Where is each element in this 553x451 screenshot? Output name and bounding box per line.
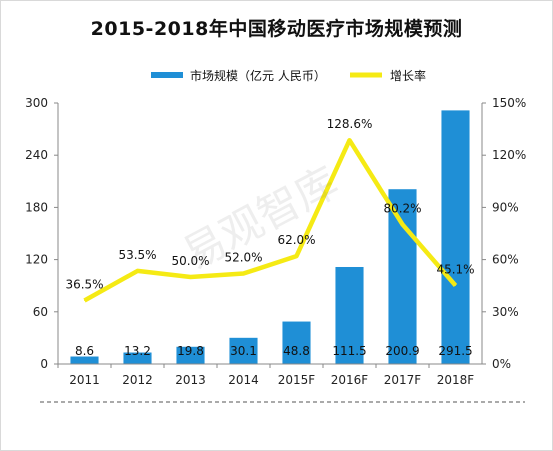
growth-value-label: 45.1% xyxy=(436,263,474,277)
growth-value-label: 53.5% xyxy=(118,248,156,262)
growth-value-label: 36.5% xyxy=(65,277,103,291)
bar-value-label: 48.8 xyxy=(283,344,310,358)
growth-value-label: 62.0% xyxy=(277,233,315,247)
growth-point xyxy=(84,299,85,301)
bar-value-label: 19.8 xyxy=(177,344,204,358)
y-left-tick-label: 240 xyxy=(25,148,48,162)
legend-swatch-market-size xyxy=(151,72,183,78)
y-right-tick-label: 90% xyxy=(492,200,519,214)
y-right-tick-label: 60% xyxy=(492,253,519,267)
bar xyxy=(441,110,470,365)
y-right-tick-label: 0% xyxy=(492,357,511,371)
growth-point xyxy=(243,273,244,275)
y-left-tick-label: 0 xyxy=(40,357,48,371)
growth-point xyxy=(137,270,138,272)
x-tick-label: 2013 xyxy=(175,373,206,387)
legend-label-market-size: 市场规模（亿元 人民币） xyxy=(190,68,326,83)
bar xyxy=(176,346,205,364)
x-tick-label: 2015F xyxy=(278,373,316,387)
x-tick-label: 2012 xyxy=(122,373,153,387)
growth-line xyxy=(83,137,458,303)
bar-value-label: 291.5 xyxy=(438,344,472,358)
legend-label-growth: 增长率 xyxy=(390,68,426,83)
growth-point xyxy=(402,223,403,225)
growth-point xyxy=(349,139,350,141)
x-tick-label: 2017F xyxy=(384,373,422,387)
growth-value-label: 50.0% xyxy=(171,254,209,268)
growth-point xyxy=(296,255,297,257)
x-tick-label: 2014 xyxy=(228,373,259,387)
chart-title: 2015-2018年中国移动医疗市场规模预测 xyxy=(90,18,463,40)
bar xyxy=(70,356,99,364)
bar xyxy=(388,189,417,364)
bar-value-label: 13.2 xyxy=(124,344,151,358)
y-left-tick-label: 60 xyxy=(33,305,48,319)
y-right-tick-label: 120% xyxy=(492,148,526,162)
x-tick-label: 2018F xyxy=(437,373,475,387)
growth-point xyxy=(455,285,456,287)
y-left-tick-label: 180 xyxy=(25,200,48,214)
bar-value-label: 8.6 xyxy=(75,344,94,358)
bar xyxy=(123,352,152,364)
y-right-tick-label: 30% xyxy=(492,305,519,319)
bar-value-label: 111.5 xyxy=(332,344,366,358)
y-left-tick-label: 300 xyxy=(25,96,48,110)
bar-value-label: 30.1 xyxy=(230,344,257,358)
growth-value-label: 80.2% xyxy=(383,201,421,215)
y-left-tick-label: 120 xyxy=(25,253,48,267)
x-tick-label: 2011 xyxy=(69,373,100,387)
growth-value-label: 128.6% xyxy=(327,117,373,131)
bar xyxy=(229,337,258,364)
x-tick-label: 2016F xyxy=(331,373,369,387)
y-right-tick-label: 150% xyxy=(492,96,526,110)
bar-value-label: 200.9 xyxy=(385,344,419,358)
growth-point xyxy=(190,276,191,278)
growth-value-label: 52.0% xyxy=(224,251,262,265)
bar xyxy=(335,266,364,364)
bar xyxy=(282,321,311,364)
